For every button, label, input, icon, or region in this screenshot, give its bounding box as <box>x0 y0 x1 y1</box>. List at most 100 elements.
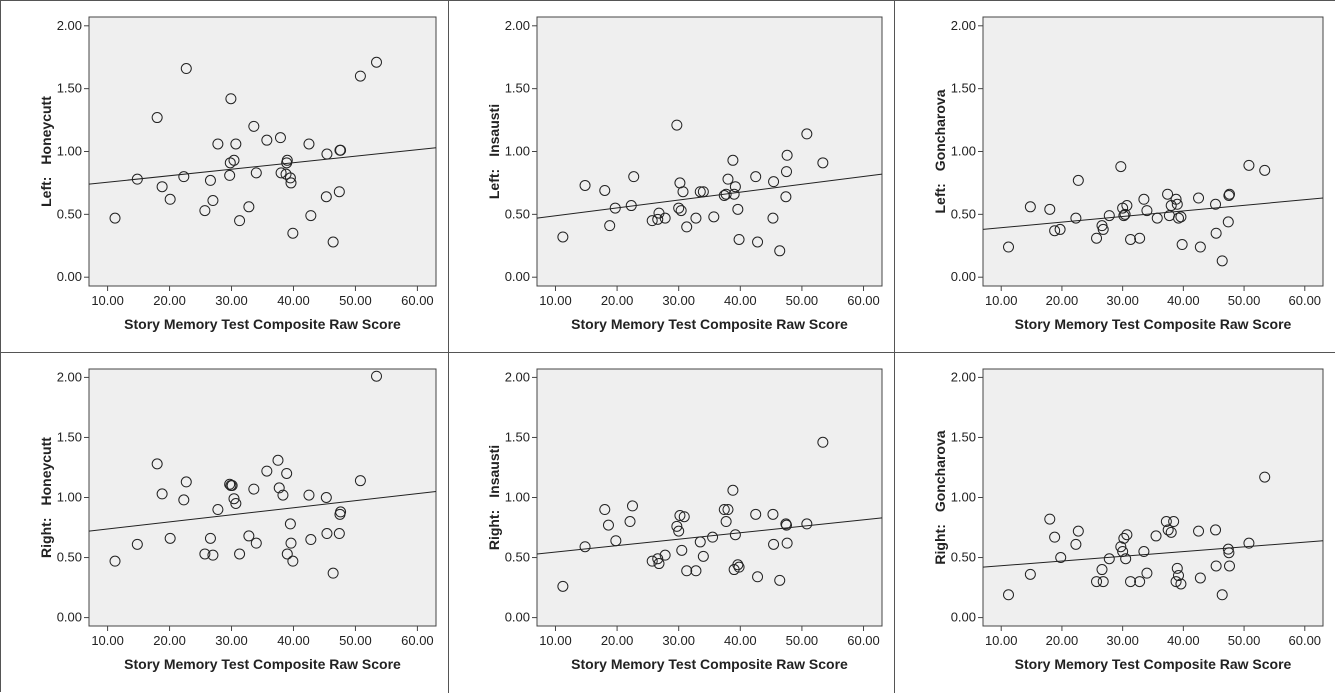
plot-area <box>982 368 1324 627</box>
data-point <box>1193 525 1205 537</box>
data-point <box>628 171 640 183</box>
data-point <box>275 167 287 179</box>
data-point <box>303 138 315 150</box>
y-tick-label: 0.00 <box>57 610 82 625</box>
x-tick-label: 60.00 <box>1289 293 1322 308</box>
data-point <box>1024 201 1036 213</box>
y-tick-label: 2.00 <box>505 369 530 384</box>
fit-line <box>88 490 437 532</box>
fit-line <box>536 517 883 555</box>
data-point <box>224 169 236 181</box>
y-tick-label: 1.50 <box>505 81 530 96</box>
data-point <box>750 508 762 520</box>
data-point <box>1118 210 1130 222</box>
data-point <box>1003 589 1014 601</box>
data-point <box>151 112 163 124</box>
data-point <box>224 157 236 169</box>
data-point <box>1119 208 1131 220</box>
data-point <box>652 553 664 565</box>
data-point <box>1210 524 1222 536</box>
data-point <box>722 173 734 185</box>
y-tick-label: 2.00 <box>57 369 82 384</box>
data-point <box>624 516 636 528</box>
data-point <box>273 482 285 494</box>
data-point <box>697 186 709 198</box>
plot-area <box>88 368 437 627</box>
x-tick-label: 40.00 <box>724 633 757 648</box>
panel-top-middle: 0.00 0.50 1.00 1.50 2.00 10.00 20.00 30.00 40.00… <box>449 1 895 353</box>
data-point <box>579 179 591 191</box>
data-point <box>708 211 720 223</box>
x-axis-label: Story Memory Test Composite Raw Score <box>1015 316 1292 332</box>
data-point <box>609 202 621 214</box>
data-point <box>1259 164 1271 176</box>
data-point <box>261 134 273 146</box>
data-point <box>1224 188 1235 200</box>
data-point <box>212 504 224 516</box>
data-point <box>599 184 611 196</box>
data-point <box>1055 552 1067 564</box>
data-point <box>1125 576 1137 588</box>
y-tick-label: 1.00 <box>505 490 530 505</box>
data-point <box>1044 513 1056 525</box>
data-point <box>1210 198 1222 210</box>
data-point <box>284 518 296 530</box>
data-point <box>728 188 740 200</box>
plot-area <box>88 16 437 287</box>
y-tick-label: 0.00 <box>505 610 530 625</box>
data-point <box>579 541 591 553</box>
data-point <box>228 154 240 166</box>
data-point <box>674 510 686 522</box>
panel-bottom-right: 0.00 0.50 1.00 1.50 2.00 10.00 20.00 30.00 40.00… <box>895 353 1335 693</box>
data-point <box>305 534 317 546</box>
data-point <box>675 205 687 217</box>
data-point <box>1049 531 1061 543</box>
data-point <box>1259 471 1271 483</box>
data-point <box>131 173 143 185</box>
data-point <box>604 220 616 232</box>
y-tick-label: 0.50 <box>57 206 82 221</box>
data-point <box>212 138 224 150</box>
y-tick-label: 0.50 <box>951 550 976 565</box>
data-point <box>1117 546 1129 558</box>
data-point <box>1150 530 1162 542</box>
data-point <box>335 506 347 518</box>
data-point <box>305 210 317 222</box>
data-point <box>1118 532 1130 544</box>
data-point <box>1173 570 1184 582</box>
data-point <box>250 537 262 549</box>
data-point <box>1194 572 1206 584</box>
data-point <box>1173 212 1184 224</box>
data-point <box>1171 562 1183 574</box>
data-point <box>801 128 813 140</box>
x-tick-label: 30.00 <box>662 293 695 308</box>
scatter-plot: 0.00 0.50 1.00 1.50 2.00 10.00 20.00 30.00 40.00… <box>932 368 1324 672</box>
y-axis-label-name: Honeycutt <box>38 437 54 506</box>
data-point <box>671 119 683 131</box>
y-axis-label-side: Right: <box>932 524 948 564</box>
data-point <box>1165 526 1177 538</box>
x-tick-label: 60.00 <box>401 293 434 308</box>
data-point <box>626 500 638 512</box>
data-point <box>720 516 732 528</box>
data-point <box>1070 538 1082 550</box>
data-point <box>327 236 339 248</box>
data-point <box>230 498 242 510</box>
x-tick-label: 20.00 <box>601 633 634 648</box>
y-tick-label: 1.50 <box>951 81 976 96</box>
data-point <box>671 520 683 532</box>
x-tick-label: 60.00 <box>401 633 434 648</box>
data-point <box>180 476 192 488</box>
y-tick-label: 2.00 <box>951 18 976 33</box>
data-point <box>1125 233 1137 245</box>
x-tick-label: 50.00 <box>1228 293 1261 308</box>
data-point <box>1024 568 1036 580</box>
data-point <box>768 176 780 188</box>
data-point <box>673 525 685 537</box>
data-point <box>732 559 744 571</box>
fit-line <box>88 147 437 185</box>
data-point <box>1096 564 1108 576</box>
y-tick-label: 0.50 <box>57 550 82 565</box>
x-tick-label: 40.00 <box>1167 633 1200 648</box>
